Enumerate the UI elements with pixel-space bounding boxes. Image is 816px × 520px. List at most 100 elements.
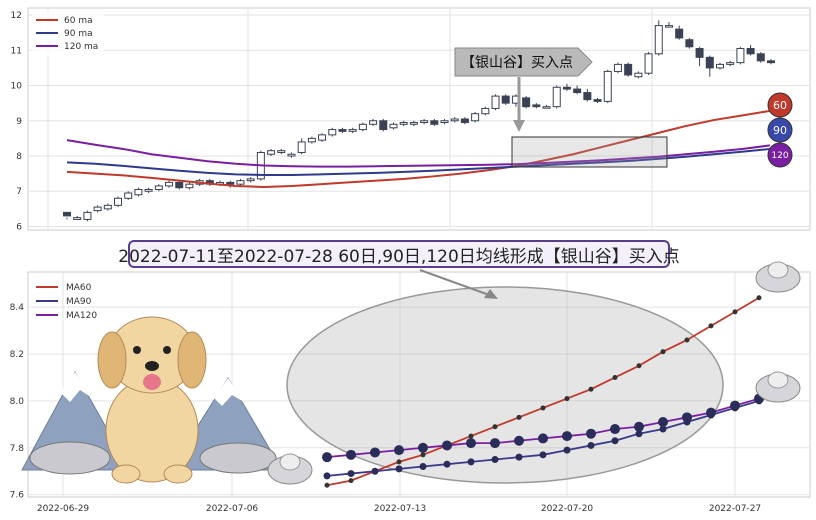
- candle-body: [460, 118, 469, 124]
- ma-end-marker-60: [767, 92, 793, 118]
- pattern-callout-text: 2022-07-11至2022-07-28 60日,90日,120日均线形成【银…: [118, 246, 680, 267]
- ma-end-marker-label: 60: [773, 99, 787, 112]
- data-point-MA60: [468, 433, 474, 439]
- top-ytick-label: 6: [16, 222, 22, 232]
- data-point-MA60: [756, 295, 762, 301]
- top-ytick-label: 7: [16, 187, 22, 197]
- candle-body: [430, 120, 439, 125]
- data-point-MA60: [612, 374, 618, 380]
- candle-body: [165, 181, 174, 187]
- bottom-xtick-label: 2022-07-20: [541, 504, 594, 514]
- bottom-ytick-label: 8.4: [10, 303, 25, 313]
- mountain-snow-icon: [60, 372, 92, 402]
- data-point-MA60: [540, 405, 546, 411]
- silver-ingot-top-icon: [767, 261, 789, 279]
- candle-body: [726, 62, 735, 65]
- candle-body: [501, 95, 510, 104]
- top-legend-label: 90 ma: [64, 29, 93, 39]
- candle-body: [583, 92, 592, 101]
- top-ytick-label: 12: [11, 11, 22, 21]
- candle-body: [634, 72, 643, 78]
- data-point-MA120: [682, 412, 692, 423]
- data-point-MA90: [515, 453, 523, 461]
- candle-body: [481, 107, 490, 115]
- data-point-MA120: [658, 417, 668, 427]
- data-point-MA120: [490, 438, 500, 449]
- candle-body: [267, 150, 276, 155]
- ma-end-marker-label: 120: [771, 151, 788, 161]
- candle-body: [154, 185, 163, 190]
- annotation-arrow-shape: [454, 47, 593, 77]
- data-point-MA120: [514, 435, 524, 446]
- candle-body: [593, 99, 602, 102]
- candle-body: [420, 120, 429, 124]
- candle-body: [624, 63, 633, 76]
- data-point-MA90: [611, 437, 619, 445]
- silver-ingot-right-icon: [199, 442, 277, 474]
- candle-body: [756, 53, 765, 62]
- candle-body: [338, 129, 347, 132]
- data-point-MA60: [516, 414, 522, 420]
- ma-end-marker-label: 90: [773, 124, 787, 137]
- bottom-ytick-label: 8.2: [10, 350, 24, 360]
- dog-eye-left-icon: [133, 346, 141, 354]
- data-point-MA120: [346, 449, 356, 460]
- candle-body: [746, 48, 755, 55]
- candle-body: [613, 63, 622, 72]
- data-point-MA90: [419, 463, 427, 471]
- candle-body: [277, 150, 286, 153]
- candle-body: [705, 56, 714, 69]
- candle-body: [471, 113, 480, 122]
- candle-body: [226, 181, 235, 185]
- silver-ingot-top-icon: [279, 453, 301, 471]
- data-point-MA60: [396, 459, 402, 465]
- candle-body: [379, 120, 388, 131]
- candle-body: [287, 153, 296, 157]
- data-point-MA120: [562, 431, 572, 442]
- data-point-MA120: [466, 438, 476, 449]
- candle-body: [440, 120, 449, 124]
- data-point-MA120: [394, 445, 404, 456]
- silver-ingot-left-icon: [29, 441, 111, 475]
- silver-ingot-top-icon: [767, 371, 789, 389]
- top-ytick-label: 10: [11, 82, 23, 92]
- dog-paw-icon: [163, 464, 193, 484]
- data-point-MA90: [395, 465, 403, 473]
- data-point-MA90: [443, 460, 451, 468]
- bottom-xtick-label: 2022-07-27: [709, 504, 761, 514]
- silver-valley-ellipse: [286, 286, 724, 484]
- ma-line-60-ma: [66, 109, 771, 189]
- top-legend-label: 60 ma: [64, 16, 93, 26]
- candle-body: [736, 48, 745, 64]
- mascot-illustration: [21, 261, 801, 485]
- candle-body: [114, 197, 123, 206]
- candle-body: [348, 129, 357, 132]
- candle-body: [369, 120, 378, 125]
- bottom-legend-label: MA120: [66, 311, 97, 321]
- data-point-MA120: [442, 440, 452, 451]
- candle-body: [603, 70, 612, 102]
- ma-line-90-ma: [66, 147, 771, 177]
- data-point-MA60: [420, 452, 426, 458]
- dog-nose-icon: [145, 361, 159, 371]
- data-point-MA90: [635, 430, 643, 438]
- top-ytick-label: 8: [16, 152, 22, 162]
- candle-body: [236, 180, 245, 185]
- top-ytick-label: 9: [16, 117, 22, 127]
- callout-arrow-line: [419, 269, 493, 297]
- candle-body: [675, 28, 684, 39]
- candle-body: [767, 60, 775, 64]
- candle-body: [715, 63, 724, 69]
- candle-body: [685, 39, 694, 48]
- dog-eye-right-icon: [163, 346, 171, 354]
- data-point-MA90: [539, 451, 547, 459]
- annotation-label: 【银山谷】买入点: [461, 55, 573, 71]
- data-point-MA60: [684, 337, 690, 343]
- candle-body: [307, 137, 316, 143]
- candle-body: [83, 211, 92, 220]
- top-legend-label: 120 ma: [64, 42, 98, 52]
- pattern-callout: 2022-07-11至2022-07-28 60日,90日,120日均线形成【银…: [118, 240, 680, 268]
- data-point-MA60: [636, 363, 642, 369]
- bottom-ytick-label: 7.6: [10, 491, 25, 501]
- candle-body: [644, 53, 653, 74]
